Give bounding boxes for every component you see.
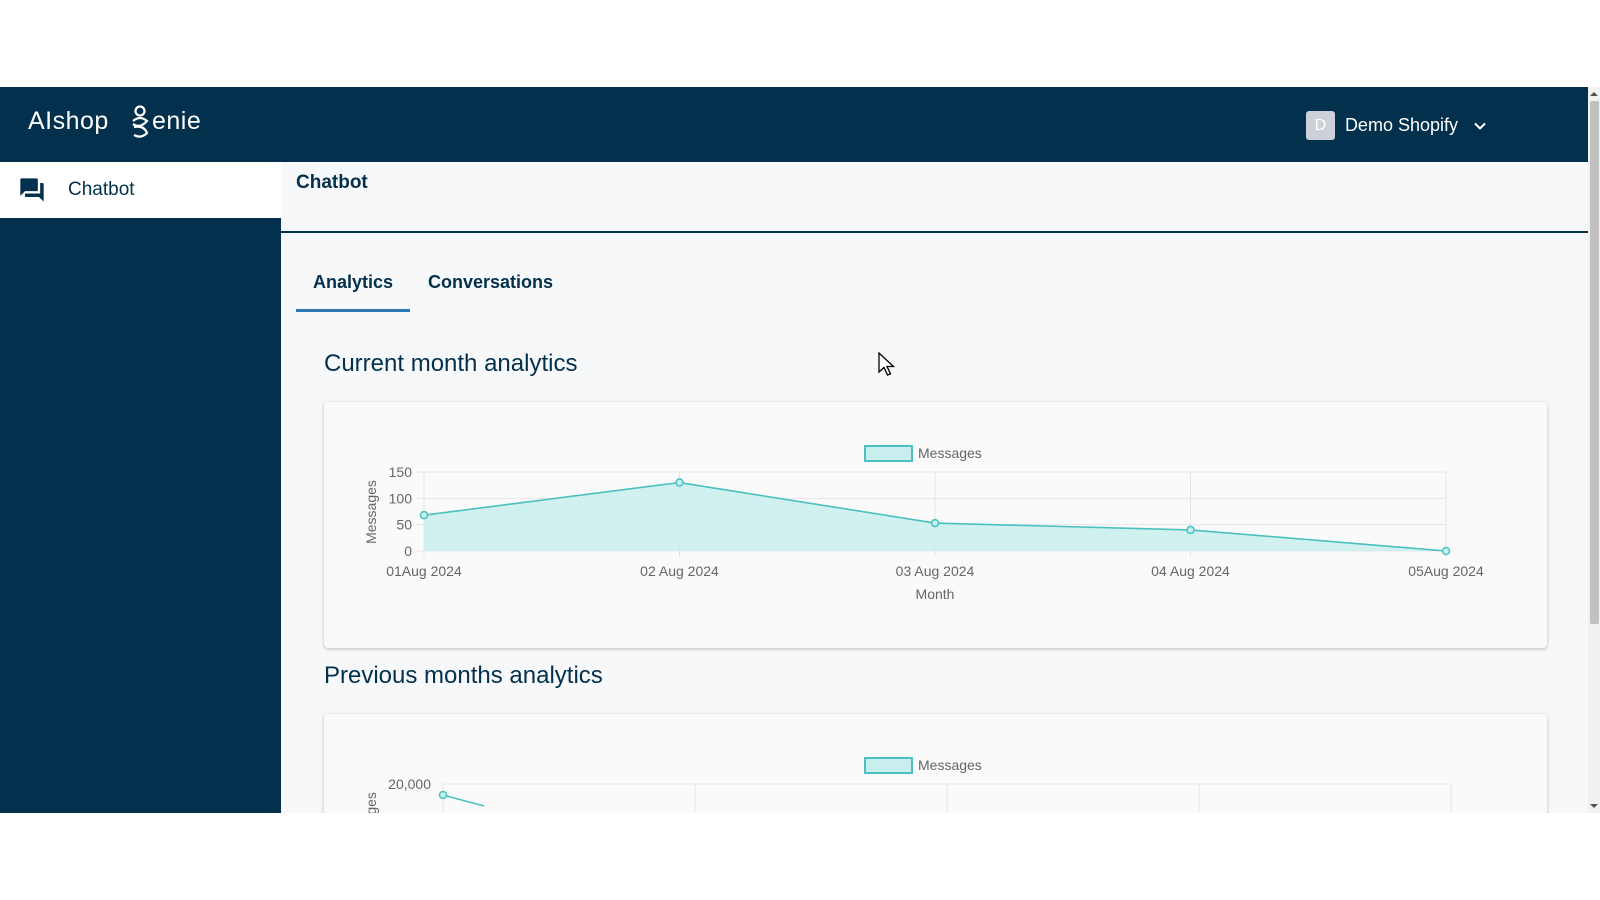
x-tick-label: 04 Aug 2024 [1151,563,1230,579]
y-tick-label: 150 [389,464,413,480]
sidebar-item-chatbot[interactable]: Chatbot [0,162,281,218]
avatar: D [1305,111,1335,140]
data-point [675,478,684,487]
scroll-up-icon[interactable] [1589,89,1599,99]
y-axis-title: Messages [363,480,379,544]
legend-label: Messages [918,757,982,773]
x-tick-label: 02 Aug 2024 [640,563,719,579]
chevron-down-icon[interactable] [1472,118,1488,134]
vertical-scrollbar[interactable] [1588,87,1600,813]
top-header: D Demo Shopify [281,87,1588,162]
user-name: Demo Shopify [1344,115,1458,135]
y-tick-label: 20,000 [388,776,431,792]
chat-bubbles-icon [20,178,44,202]
sidebar-item-label: Chatbot [68,179,135,200]
x-tick-label: 03 Aug 2024 [896,563,975,579]
legend-swatch [864,445,913,462]
section-title-current-month: Current month analytics [324,350,578,377]
y-tick-label: 100 [389,490,413,506]
previous-months-chart: Messages 20,000 Messages [363,757,1452,813]
data-point [419,510,429,520]
main-content: Chatbot Analytics Conversations Current … [281,162,1588,813]
legend-swatch [864,757,913,774]
legend-label: Messages [918,445,982,461]
series-line [442,794,485,807]
x-tick-label: 05Aug 2024 [1408,563,1484,579]
y-tick-label: 0 [404,543,412,559]
y-tick-label: 50 [396,517,412,533]
y-axis-title: Messages [363,792,379,813]
user-menu[interactable]: D Demo Shopify [1305,111,1488,140]
section-title-previous-months: Previous months analytics [324,662,603,689]
tab-conversations[interactable]: Conversations [428,272,554,292]
tab-analytics[interactable]: Analytics [296,272,410,312]
x-axis-title: Month [916,586,955,602]
header-divider [281,231,1588,233]
data-point [930,518,940,528]
page-title: Chatbot [296,172,368,193]
bottom-margin [0,813,1600,900]
chart-card-previous-months: Messages 20,000 Messages [324,714,1547,813]
current-month-chart: Messages 0 50 100 150 01Aug 2024 02 Aug 2024 03… [363,445,1484,602]
x-tick-label: 01Aug 2024 [386,563,462,579]
brand-logo[interactable]: AIshop enie [28,101,228,146]
svg-text:AIshop: AIshop [28,107,109,135]
app-window: AIshop enie Chatbot D Demo Shopify Chatb… [0,87,1600,813]
data-point [1186,525,1195,535]
svg-text:enie: enie [152,107,201,135]
mouse-cursor-icon [878,352,896,376]
top-margin [0,0,1600,87]
scroll-down-icon[interactable] [1589,801,1599,811]
data-point [1441,546,1451,556]
chart-card-current-month: Messages 0 50 100 150 01Aug 2024 02 Aug 2024 03… [324,402,1547,648]
sidebar: AIshop enie Chatbot [0,87,281,813]
data-point [438,790,448,800]
scroll-thumb[interactable] [1590,101,1599,624]
